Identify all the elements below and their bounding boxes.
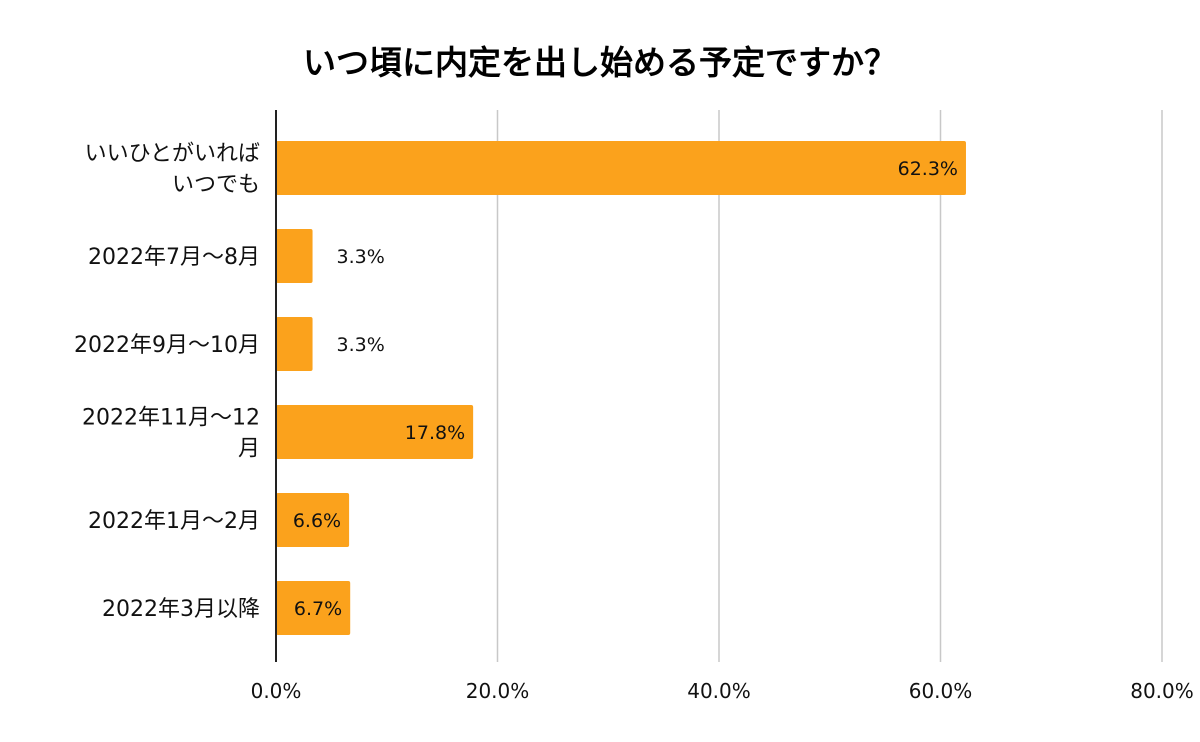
x-tick-label: 0.0% <box>251 679 302 703</box>
category-label: 2022年1月〜2月 <box>88 509 260 534</box>
category-label-line: 2022年7月〜8月 <box>88 245 260 270</box>
category-label-line: 2022年11月〜12 <box>82 406 260 431</box>
category-label-line: 月 <box>238 437 260 462</box>
labels: 0.0% 20.0% 40.0% 60.0% 80.0% 62.3% いいひとがいればいつで… <box>74 142 1194 704</box>
category-label: 2022年7月〜8月 <box>88 245 260 270</box>
bar <box>276 229 313 283</box>
gridlines <box>496 110 1163 662</box>
chart-title: いつ頃に内定を出し始める予定ですか？ <box>303 43 897 82</box>
data-label: 62.3% <box>898 158 958 180</box>
category-label-line: いつでも <box>172 173 260 198</box>
bar <box>276 493 350 547</box>
x-tick-label: 40.0% <box>687 679 751 703</box>
x-tick-label: 80.0% <box>1130 679 1194 703</box>
bar <box>276 141 966 195</box>
category-label: 2022年9月〜10月 <box>74 333 260 358</box>
data-label: 6.7% <box>294 598 342 620</box>
x-tick-label: 20.0% <box>466 679 530 703</box>
bar <box>276 317 313 371</box>
data-label: 3.3% <box>337 334 385 356</box>
category-label: いいひとがいればいつでも <box>85 142 260 198</box>
bar <box>276 581 351 635</box>
bar <box>276 405 474 459</box>
data-label: 6.6% <box>293 510 341 532</box>
category-label: 2022年11月〜12 月 <box>82 406 260 462</box>
category-label-line: 2022年3月以降 <box>102 597 260 622</box>
data-label: 17.8% <box>405 422 465 444</box>
category-label-line: いいひとがいれば <box>85 142 260 167</box>
category-label-line: 2022年1月〜2月 <box>88 509 260 534</box>
category-label: 2022年3月以降 <box>102 597 260 622</box>
category-label-line: 2022年9月〜10月 <box>74 333 260 358</box>
data-label: 3.3% <box>337 246 385 268</box>
x-tick-label: 60.0% <box>909 679 973 703</box>
bars <box>276 141 966 635</box>
